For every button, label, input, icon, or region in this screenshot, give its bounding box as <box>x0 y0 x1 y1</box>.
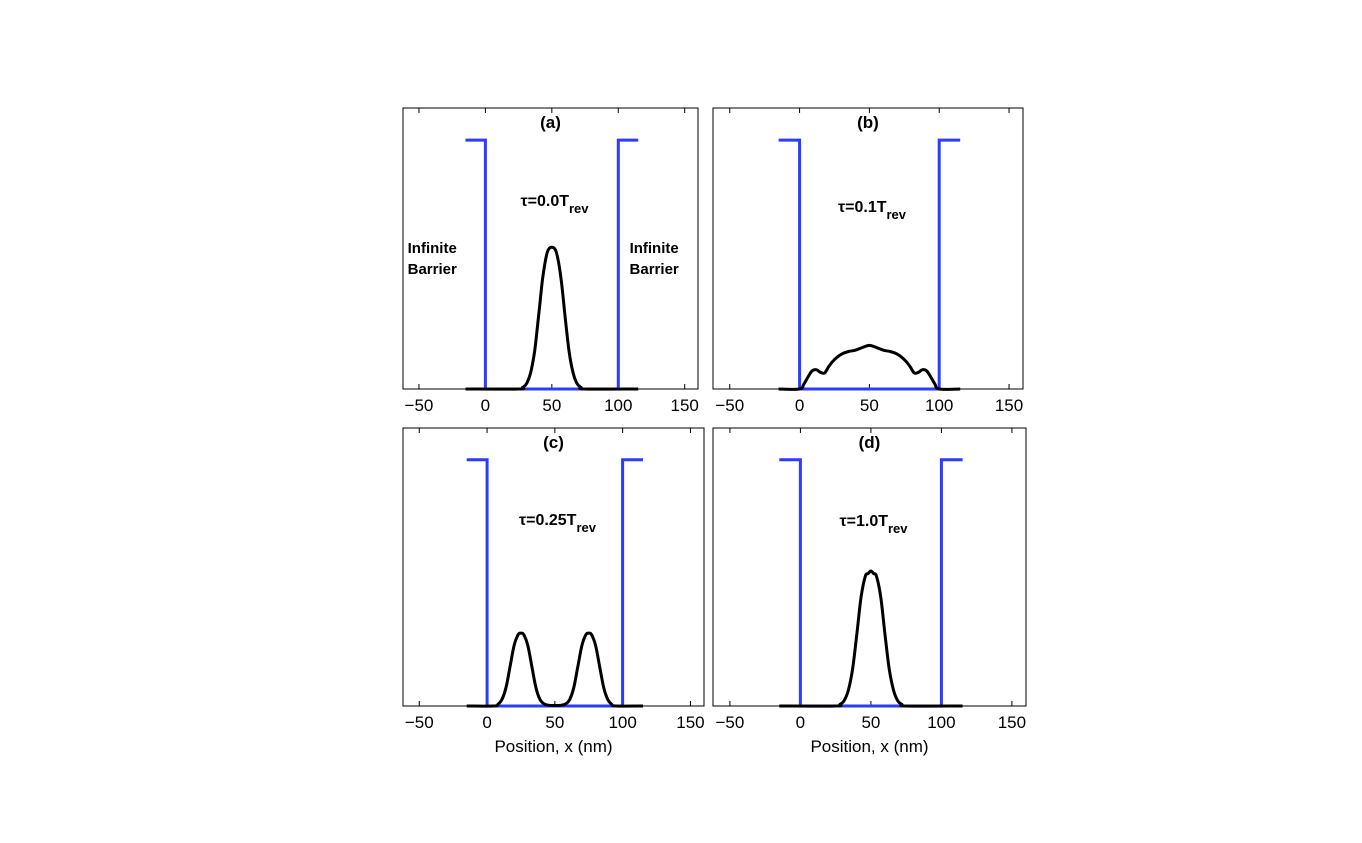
tau-label: τ=0.25Trev <box>519 512 597 535</box>
x-tick-label: 50 <box>861 713 880 732</box>
barrier-annotation: Barrier <box>408 261 457 278</box>
tau-label-main: τ=0.0T <box>520 193 569 210</box>
tau-label-main: τ=0.25T <box>519 512 577 529</box>
tau-label-main: τ=1.0T <box>839 513 888 530</box>
x-tick-label: 100 <box>927 713 955 732</box>
barrier-potential-line <box>778 138 961 391</box>
barrier-annotation: Infinite <box>408 240 457 257</box>
tau-label: τ=1.0Trev <box>839 513 908 536</box>
panel-label: (b) <box>857 113 879 132</box>
x-tick-label: 0 <box>481 396 490 415</box>
x-tick-label: 50 <box>545 713 564 732</box>
x-tick-label: 150 <box>671 396 699 415</box>
panel-d: −50 0 50 100 150 (d) τ=1.0Trev Position, x (nm) <box>712 427 1027 756</box>
x-axis-label: Position, x (nm) <box>494 737 612 756</box>
panel-a: −50 0 50 100 150 (a) τ=0.0Trev Infinite Barrier I… <box>402 107 699 415</box>
barrier-potential-line <box>779 458 963 708</box>
x-tick-label: 150 <box>676 713 704 732</box>
x-tick-label: −50 <box>715 713 744 732</box>
x-tick-label: 0 <box>796 713 805 732</box>
barrier-potential-line <box>465 138 639 391</box>
density-curve <box>778 343 961 391</box>
x-tick-label: 50 <box>542 396 561 415</box>
tau-label-main: τ=0.1T <box>838 199 887 216</box>
tau-label-subscript: rev <box>576 520 596 535</box>
x-tick-label: 0 <box>795 396 804 415</box>
tau-label: τ=0.0Trev <box>520 193 589 216</box>
tau-label-subscript: rev <box>569 201 589 216</box>
x-tick-label: −50 <box>405 713 434 732</box>
density-curve <box>465 245 639 391</box>
x-tick-label: 100 <box>925 396 953 415</box>
x-tick-label: 0 <box>482 713 491 732</box>
panel-label: (a) <box>540 113 561 132</box>
x-tick-label: 100 <box>604 396 632 415</box>
x-tick-label: 150 <box>995 396 1023 415</box>
tau-label-subscript: rev <box>888 521 908 536</box>
panel-c: −50 0 50 100 150 (c) τ=0.25Trev Position, x (nm… <box>402 427 705 756</box>
x-axis-label: Position, x (nm) <box>810 737 928 756</box>
tau-label: τ=0.1Trev <box>838 199 907 222</box>
barrier-annotation: Barrier <box>630 261 679 278</box>
axes-frame <box>402 427 705 707</box>
panel-b: −50 0 50 100 150 (b) τ=0.1Trev <box>712 107 1024 415</box>
axes-frame <box>712 427 1027 707</box>
x-tick-label: 100 <box>608 713 636 732</box>
density-curve <box>779 569 963 708</box>
x-tick-label: −50 <box>715 396 744 415</box>
barrier-annotation: Infinite <box>630 240 679 257</box>
x-tick-label: 50 <box>860 396 879 415</box>
panel-label: (c) <box>543 433 564 452</box>
x-tick-label: −50 <box>405 396 434 415</box>
tau-label-subscript: rev <box>886 207 906 222</box>
density-curve <box>466 631 644 708</box>
x-tick-label: 150 <box>998 713 1026 732</box>
panel-label: (d) <box>859 433 881 452</box>
barrier-potential-line <box>466 458 643 708</box>
